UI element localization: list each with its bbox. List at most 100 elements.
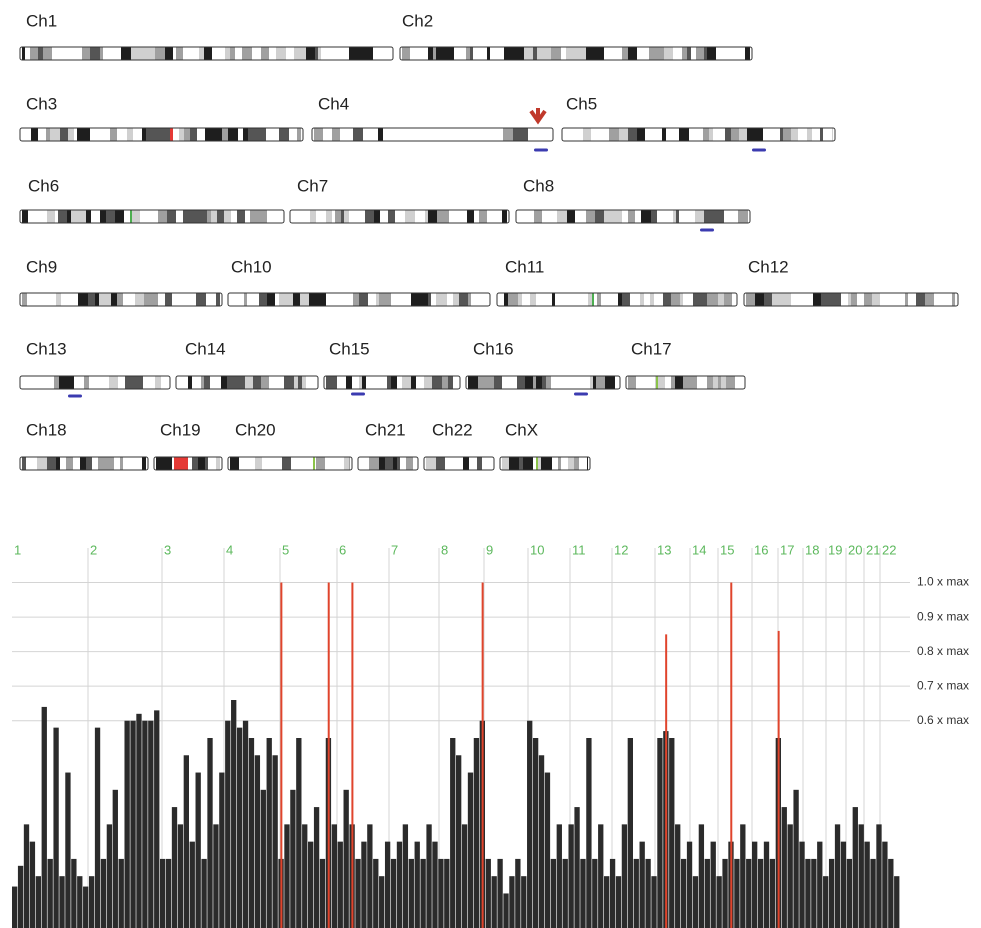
band [149,210,158,223]
band [22,376,32,389]
band [397,376,402,389]
band [212,47,219,60]
band [673,47,682,60]
band [60,128,68,141]
band [294,376,298,389]
band [235,293,241,306]
band [386,128,390,141]
band [755,293,764,306]
x-label: 7 [391,542,398,557]
band [216,293,220,306]
band [682,47,687,60]
band [947,293,952,306]
band [326,376,334,389]
band [132,210,140,223]
bar [53,728,58,928]
band [237,210,245,223]
band [607,210,614,223]
band [368,293,376,306]
bar [586,738,591,928]
band [454,47,461,60]
band [369,457,379,470]
band [461,47,466,60]
y-tick-label: 0.6 x max [917,713,969,727]
bar [59,876,64,928]
band [731,128,739,141]
band [772,293,781,306]
band [86,457,92,470]
bar [290,790,295,928]
band [90,47,100,60]
band [155,47,165,60]
band [831,293,841,306]
chromosome-label: Ch12 [748,257,789,276]
band [286,293,293,306]
band [52,47,60,60]
band [349,457,350,470]
bar [847,859,852,928]
band [36,293,45,306]
band [344,457,349,470]
band [590,376,593,389]
band [341,210,344,223]
band [445,376,448,389]
y-tick-label: 1.0 x max [917,575,969,589]
band [306,376,315,389]
band [495,128,503,141]
band [32,376,39,389]
band [395,210,405,223]
band [732,293,735,306]
band [387,376,391,389]
band [89,376,96,389]
band [74,376,84,389]
band [536,376,542,389]
bar [438,859,443,928]
band [424,376,432,389]
bar [124,721,129,928]
band [22,457,26,470]
bar [799,842,804,928]
band [53,457,56,470]
band [622,210,628,223]
band [628,128,637,141]
band [353,128,363,141]
band [902,293,905,306]
band [791,293,796,306]
band [908,293,916,306]
bar [474,738,479,928]
band [654,293,663,306]
band [537,47,547,60]
band [711,210,714,223]
band [889,293,892,306]
chromosome-label: Ch16 [473,339,514,358]
x-label: 16 [754,542,768,557]
band [117,128,127,141]
highlight-bar [730,583,732,928]
band [431,293,436,306]
band [25,47,30,60]
band [184,128,190,141]
region-marker [351,393,365,396]
band [447,293,453,306]
bar [651,876,656,928]
band [270,128,279,141]
band [117,293,123,306]
band [832,128,833,141]
band [528,128,535,141]
band [368,128,378,141]
band [503,128,513,141]
band [609,128,619,141]
bar [308,842,313,928]
band [536,457,538,470]
band [574,47,582,60]
band [715,293,718,306]
band [683,293,693,306]
bar [432,842,437,928]
band [366,376,369,389]
band [582,210,586,223]
band [662,128,666,141]
band [473,47,481,60]
band [284,376,294,389]
band [804,128,807,141]
bar [373,859,378,928]
